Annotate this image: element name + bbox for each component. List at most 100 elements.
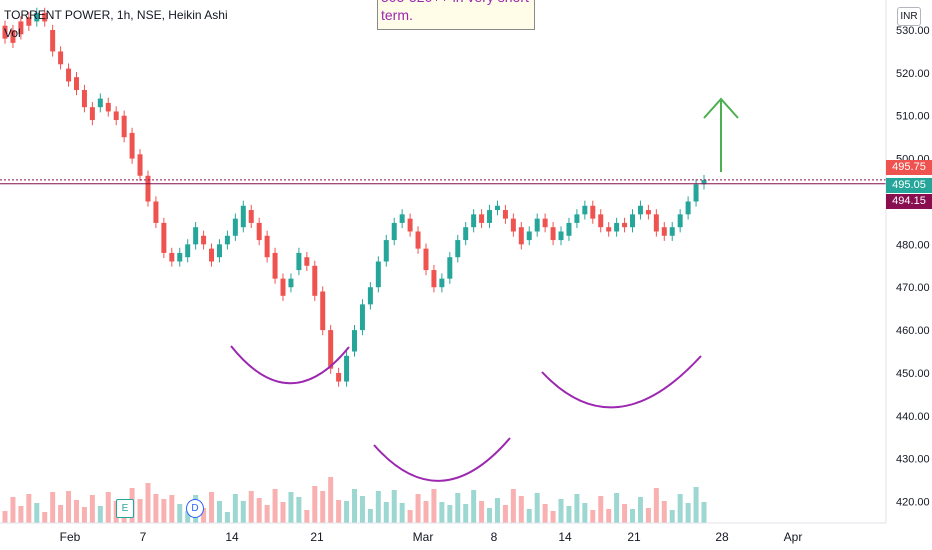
volume-bar — [73, 500, 79, 523]
volume-bar — [58, 505, 64, 523]
volume-bar — [42, 512, 48, 523]
time-tick-label: 21 — [627, 530, 641, 544]
candle — [590, 205, 596, 219]
price-tick-label: 440.00 — [896, 411, 930, 423]
volume-bar — [693, 487, 699, 523]
chart-title: TORRENT POWER, 1h, NSE, Heikin Ashi — [4, 8, 228, 22]
candle — [177, 252, 183, 262]
volume-bar — [455, 493, 461, 523]
candle — [113, 111, 119, 121]
head-arc — [373, 437, 511, 482]
candle — [344, 355, 350, 382]
candle — [558, 231, 564, 241]
volume-bar — [502, 505, 508, 523]
volume-bar — [18, 506, 24, 523]
target-arrow — [703, 97, 739, 172]
dividend-badge[interactable]: D — [186, 499, 204, 518]
candle — [471, 214, 477, 228]
candle — [423, 248, 429, 271]
candle — [248, 210, 254, 223]
volume-bar — [701, 502, 707, 523]
volume-bar — [614, 493, 620, 523]
candle — [447, 257, 453, 279]
volume-bar — [34, 503, 40, 523]
candle — [185, 244, 191, 258]
volume-bar — [677, 494, 683, 523]
candle — [224, 235, 230, 245]
candle — [637, 205, 643, 215]
volume-bar — [66, 491, 72, 523]
price-tick-label: 530.00 — [896, 25, 930, 37]
time-tick-label: 14 — [225, 530, 239, 544]
price-tick-label: 460.00 — [896, 325, 930, 337]
volume-bar — [526, 509, 532, 523]
candle — [693, 184, 699, 202]
time-tick-label: 7 — [140, 530, 147, 544]
volume-bar — [622, 504, 628, 523]
volume-bar — [177, 504, 183, 523]
candle — [677, 214, 683, 228]
volume-bar — [685, 503, 691, 523]
right-shoulder-arc — [541, 355, 702, 409]
candle — [431, 270, 437, 288]
candle — [73, 77, 79, 91]
volume-bar — [375, 491, 381, 523]
volume-bar — [534, 493, 540, 523]
candle — [582, 205, 588, 215]
volume-bar — [2, 511, 8, 523]
candle — [502, 210, 508, 219]
volume-bar — [391, 490, 397, 523]
candle — [296, 252, 302, 271]
currency-button[interactable]: INR — [897, 7, 921, 26]
candle — [129, 132, 135, 159]
volume-bar — [479, 501, 485, 523]
candle — [145, 175, 151, 202]
volume-bar — [431, 489, 437, 523]
candle — [18, 21, 24, 35]
volume-bar — [97, 506, 103, 523]
candle — [455, 240, 461, 258]
volume-bar — [344, 501, 350, 523]
volume-bar — [352, 489, 357, 523]
annotation-note[interactable]: 505-520++ in very short term. — [377, 0, 535, 30]
volume-bar — [304, 510, 310, 523]
volume-bar — [439, 502, 445, 523]
candle — [328, 330, 334, 369]
volume-bar — [606, 509, 612, 523]
volume-bar — [10, 497, 16, 523]
volume-bar — [248, 491, 254, 523]
earnings-badge[interactable]: E — [116, 499, 134, 518]
candle — [50, 30, 56, 52]
volume-bar — [637, 497, 643, 523]
arrow-head — [703, 97, 739, 119]
volume-bar — [312, 486, 318, 523]
volume-bar — [447, 505, 453, 523]
price-tick-label: 420.00 — [896, 497, 930, 509]
candle — [407, 218, 413, 232]
volume-bar — [558, 499, 564, 523]
volume-bar — [494, 498, 500, 523]
volume-bar — [280, 502, 286, 523]
volume-bar — [463, 504, 469, 523]
candle — [439, 278, 445, 288]
candle — [2, 25, 8, 39]
candle — [193, 227, 199, 245]
time-tick-label: Apr — [784, 530, 803, 544]
candle — [169, 252, 175, 262]
volume-bar — [669, 510, 675, 523]
volume-bar — [153, 494, 159, 523]
volume-bar — [407, 510, 413, 523]
candle — [89, 107, 95, 121]
volume-bar — [359, 496, 365, 523]
candle — [487, 210, 493, 223]
candles — [2, 7, 707, 387]
volume-bar — [661, 501, 667, 523]
candle — [256, 222, 262, 241]
volume-bar — [423, 501, 429, 523]
candle — [367, 287, 373, 305]
volume-bar — [50, 492, 56, 523]
candle — [598, 214, 604, 228]
candle — [391, 222, 397, 241]
volume-bar — [209, 492, 215, 523]
